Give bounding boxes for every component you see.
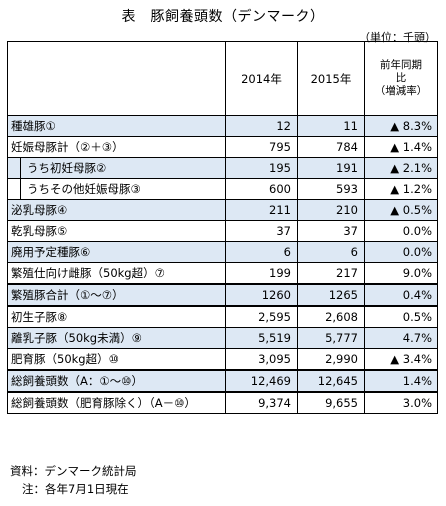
unit-label: （単位：千頭） [359,31,436,44]
table-row: うちその他妊娠母豚③ 600 593 ▲ 1.2% [7,178,438,200]
value-2015: 12,645 [297,369,365,393]
value-change: 1.4% [364,369,438,393]
table-row: 繁殖豚合計（①～⑦） 1260 1265 0.4% [7,283,438,307]
table-row: 初生子豚⑧ 2,595 2,608 0.5% [7,305,438,328]
value-2014: 12,469 [225,369,298,393]
value-2014: 199 [225,262,298,285]
row-label: 繁殖仕向け雌豚（50kg超）⑦ [7,262,226,285]
table-row: 総飼養頭数（A：①～⑩） 12,469 12,645 1.4% [7,369,438,393]
table-row: 泌乳母豚④ 211 210 ▲ 0.5% [7,199,438,221]
table-row: 繁殖仕向け雌豚（50kg超）⑦ 199 217 9.0% [7,262,438,285]
value-2014: 195 [225,157,298,179]
source-note: 資料：デンマーク統計局 [10,464,137,478]
row-label: 離乳子豚（50kg未満）⑨ [7,327,226,349]
row-label: 泌乳母豚④ [7,199,226,221]
row-label: 繁殖豚合計（①～⑦） [7,283,226,307]
header-change: 前年同期 比 （増減率） [364,41,438,116]
date-note: 注：各年7月1日現在 [22,482,129,496]
value-2015: 1265 [297,283,365,307]
row-label: 総飼養頭数（肥育豚除く）（A－⑩） [7,391,226,414]
value-2015: 210 [297,199,365,221]
value-change: ▲ 1.4% [364,136,438,158]
table-title: 表 豚飼養頭数（デンマーク） [121,9,325,25]
value-change: 4.7% [364,327,438,349]
value-2014: 9,374 [225,391,298,414]
row-label: 総飼養頭数（A：①～⑩） [7,369,226,393]
value-2014: 37 [225,220,298,242]
value-2014: 12 [225,115,298,137]
table-row: 種雄豚① 12 11 ▲ 8.3% [7,115,438,137]
value-2015: 6 [297,241,365,263]
value-2015: 9,655 [297,391,365,414]
table-row: 乾乳母豚⑤ 37 37 0.0% [7,220,438,242]
row-label: 種雄豚① [7,115,226,137]
value-change: ▲ 0.5% [364,199,438,221]
table-row: 妊娠母豚計（②＋③） 795 784 ▲ 1.4% [7,136,438,158]
row-label: うちその他妊娠母豚③ [7,178,226,200]
header-item [7,41,226,116]
header-2015: 2015年 [297,41,365,116]
value-change: ▲ 2.1% [364,157,438,179]
value-2015: 217 [297,262,365,285]
row-label: 廃用予定種豚⑥ [7,241,226,263]
value-2015: 593 [297,178,365,200]
row-label: うち初妊母豚② [7,157,226,179]
value-2015: 191 [297,157,365,179]
header-row: 2014年 2015年 前年同期 比 （増減率） [7,41,438,116]
table-row: 離乳子豚（50kg未満）⑨ 5,519 5,777 4.7% [7,327,438,349]
table-row: 廃用予定種豚⑥ 6 6 0.0% [7,241,438,263]
value-2014: 3,095 [225,348,298,371]
value-2014: 795 [225,136,298,158]
value-2015: 5,777 [297,327,365,349]
value-change: ▲ 1.2% [364,178,438,200]
row-label: 乾乳母豚⑤ [7,220,226,242]
value-2015: 37 [297,220,365,242]
value-2014: 600 [225,178,298,200]
header-change-line3: （増減率） [374,85,428,97]
value-2015: 11 [297,115,365,137]
value-2014: 5,519 [225,327,298,349]
value-2015: 2,608 [297,305,365,328]
header-change-line1: 前年同期 [380,59,422,71]
value-2014: 6 [225,241,298,263]
pig-population-table: 2014年 2015年 前年同期 比 （増減率） 種雄豚① 12 11 ▲ 8.3% 妊… [7,41,438,414]
value-change: 3.0% [364,391,438,414]
header-change-line2: 比 [395,72,407,84]
value-2015: 784 [297,136,365,158]
value-change: ▲ 3.4% [364,348,438,371]
value-2014: 2,595 [225,305,298,328]
value-change: 9.0% [364,262,438,285]
value-2014: 211 [225,199,298,221]
row-label: 初生子豚⑧ [7,305,226,328]
row-label-text: うち初妊母豚② [20,158,106,178]
value-change: 0.0% [364,220,438,242]
header-2014: 2014年 [225,41,298,116]
row-label: 妊娠母豚計（②＋③） [7,136,226,158]
table-row: 総飼養頭数（肥育豚除く）（A－⑩） 9,374 9,655 3.0% [7,391,438,414]
table-row: 肥育豚（50kg超）⑩ 3,095 2,990 ▲ 3.4% [7,348,438,371]
table-body: 種雄豚① 12 11 ▲ 8.3% 妊娠母豚計（②＋③） 795 784 ▲ 1.4% うち初妊… [7,115,438,414]
value-change: 0.0% [364,241,438,263]
value-change: 0.5% [364,305,438,328]
row-label-text: うちその他妊娠母豚③ [20,179,141,199]
table-row: うち初妊母豚② 195 191 ▲ 2.1% [7,157,438,179]
value-change: ▲ 8.3% [364,115,438,137]
value-2015: 2,990 [297,348,365,371]
value-change: 0.4% [364,283,438,307]
row-label: 肥育豚（50kg超）⑩ [7,348,226,371]
value-2014: 1260 [225,283,298,307]
